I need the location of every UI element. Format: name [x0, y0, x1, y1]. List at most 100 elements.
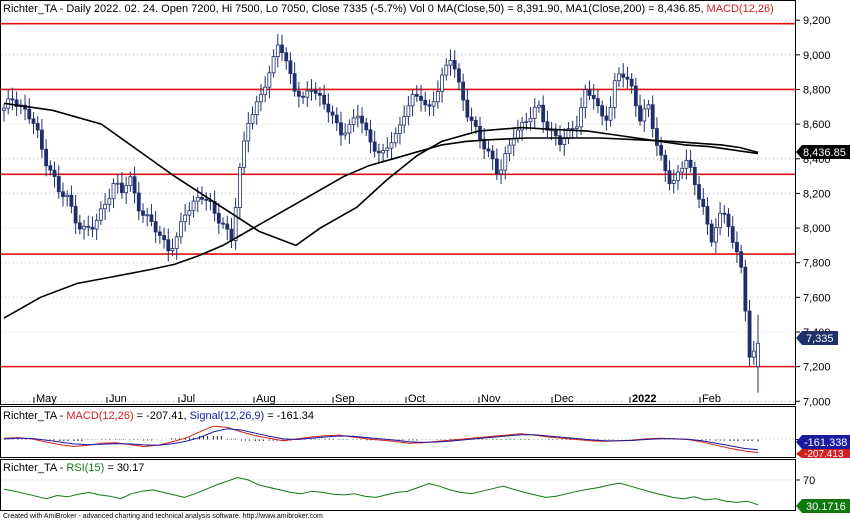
candle-body: [14, 99, 19, 107]
candle-body: [617, 73, 621, 82]
candle-body: [402, 116, 407, 126]
candle-body: [179, 221, 183, 238]
candle-body: [515, 129, 520, 139]
candle-body: [709, 223, 714, 243]
ma200-badge: 8,436.85: [796, 145, 850, 159]
candle-body: [334, 114, 339, 124]
candle-body: [280, 44, 284, 54]
candle-body: [351, 117, 356, 125]
price-axis: 7,0007,2007,4007,6007,8008,0008,2008,400…: [795, 15, 831, 408]
x-tick-label: Nov: [481, 393, 501, 405]
candle-body: [465, 99, 470, 118]
svg-text:7,335: 7,335: [806, 333, 834, 345]
candle-body: [128, 176, 133, 187]
candle-body: [663, 154, 668, 172]
candle-body: [254, 101, 259, 115]
candle-body: [132, 176, 137, 194]
candle-body: [318, 92, 322, 96]
candle-body: [174, 236, 179, 249]
y-tick-label: 9,000: [803, 50, 831, 62]
rsi-tick-label: 70: [803, 475, 815, 487]
candle-body: [570, 128, 575, 130]
candle-body: [655, 128, 659, 146]
y-tick-label: 8,800: [803, 84, 831, 96]
candle-body: [162, 235, 166, 241]
candle-body: [591, 94, 596, 100]
price-candles: [2, 34, 760, 393]
candle-body: [507, 144, 512, 154]
candle-body: [444, 64, 449, 76]
candle-body: [633, 85, 638, 107]
candle-body: [77, 222, 82, 230]
price-grid: [1, 19, 795, 402]
candle-body: [739, 251, 744, 268]
candle-body: [2, 107, 6, 111]
y-tick-label: 7,000: [803, 396, 831, 408]
y-tick-label: 8,600: [803, 119, 831, 131]
candle-body: [326, 103, 331, 113]
candle-body: [124, 185, 129, 194]
candle-body: [183, 214, 188, 223]
candle-body: [360, 115, 364, 124]
macd-panel: 0: [1, 425, 809, 454]
candle-body: [381, 150, 386, 154]
candle-body: [621, 73, 626, 78]
candle-body: [726, 213, 731, 228]
candle-body: [44, 148, 49, 167]
candle-body: [242, 140, 247, 168]
price-panel-frame: [0, 0, 796, 405]
candle-body: [490, 150, 495, 160]
candle-body: [608, 106, 613, 121]
candle-body: [435, 91, 440, 103]
candle-body: [149, 214, 154, 222]
candle-body: [457, 68, 461, 83]
candle-body: [482, 138, 487, 150]
x-tick-label: Feb: [702, 393, 721, 405]
candle-body: [267, 72, 272, 88]
candle-body: [385, 147, 390, 151]
candle-body: [667, 170, 672, 184]
candle-body: [499, 169, 503, 175]
candle-body: [343, 132, 348, 136]
candle-body: [141, 210, 145, 216]
candle-body: [625, 76, 630, 80]
candle-body: [747, 310, 752, 358]
candle-body: [40, 129, 44, 150]
candle-body: [309, 89, 314, 92]
candle-body: [671, 179, 676, 184]
candle-body: [743, 266, 748, 312]
candle-body: [676, 171, 680, 181]
candle-body: [583, 89, 588, 108]
candle-body: [646, 104, 651, 110]
candle-body: [107, 198, 112, 205]
x-tick-label: Sep: [335, 393, 355, 405]
candle-body: [730, 226, 735, 243]
candle-body: [94, 219, 99, 230]
candle-body: [347, 123, 352, 134]
candle-body: [225, 223, 230, 230]
candle-body: [545, 121, 550, 131]
candle-body: [528, 117, 533, 123]
candle-body: [27, 108, 32, 120]
candle-body: [503, 153, 508, 171]
x-tick-label: Oct: [408, 393, 425, 405]
candle-body: [419, 95, 423, 101]
candle-body: [195, 196, 200, 202]
candle-body: [722, 212, 727, 215]
candle-body: [461, 81, 466, 101]
candle-body: [398, 124, 402, 134]
candle-body: [31, 118, 36, 124]
candle-body: [532, 106, 537, 119]
y-tick-label: 8,200: [803, 188, 831, 200]
candle-body: [82, 225, 86, 230]
candle-body: [427, 104, 432, 107]
candle-body: [313, 89, 318, 94]
candle-body: [684, 159, 689, 169]
candle-body: [187, 210, 192, 216]
candle-body: [520, 121, 525, 131]
candle-body: [170, 248, 175, 252]
candle-body: [389, 142, 394, 149]
candle-body: [200, 196, 204, 200]
candle-body: [705, 206, 710, 225]
